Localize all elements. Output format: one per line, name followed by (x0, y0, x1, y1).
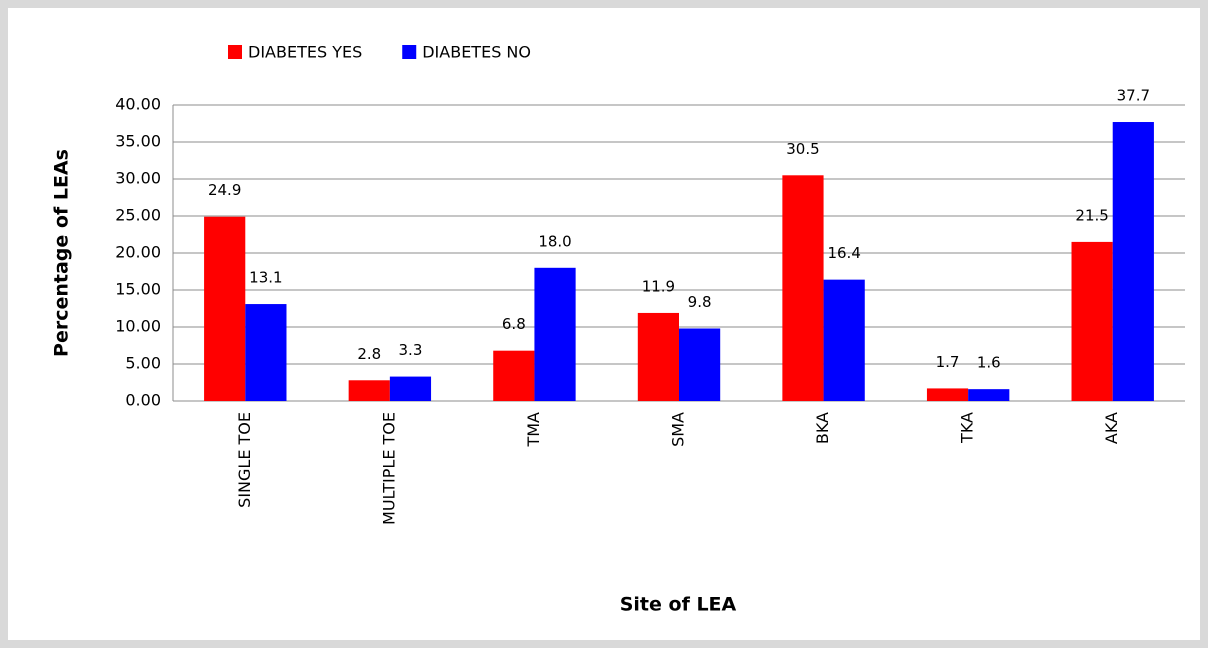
legend-swatch (402, 45, 417, 59)
bar (679, 328, 721, 401)
y-tick-label: 35.00 (115, 132, 161, 151)
x-tick-label: SMA (669, 412, 688, 447)
bar (348, 380, 390, 401)
data-label: 30.5 (786, 140, 819, 158)
data-label: 2.8 (357, 345, 381, 363)
y-tick-label: 40.00 (115, 95, 161, 114)
x-tick-label: SINGLE TOE (235, 412, 254, 508)
y-axis-title: Percentage of LEAs (51, 149, 73, 357)
data-label: 9.8 (688, 293, 712, 311)
data-label: 1.7 (936, 353, 960, 371)
y-tick-label: 15.00 (115, 280, 161, 299)
data-label: 3.3 (399, 341, 423, 359)
data-label: 13.1 (249, 269, 282, 287)
bar (204, 216, 246, 401)
y-tick-label: 25.00 (115, 206, 161, 225)
x-tick-label: MULTIPLE TOE (379, 412, 398, 525)
x-tick-label: BKA (813, 412, 832, 444)
bar (823, 279, 865, 401)
bar (1071, 241, 1113, 401)
y-tick-label: 0.00 (125, 391, 161, 410)
bar (493, 350, 535, 401)
data-label: 16.4 (827, 244, 860, 262)
data-label: 21.5 (1075, 206, 1108, 224)
y-tick-label: 20.00 (115, 243, 161, 262)
chart-panel (8, 8, 1200, 640)
x-tick-label: AKA (1102, 412, 1121, 444)
data-label: 37.7 (1117, 87, 1150, 105)
bar (782, 175, 824, 401)
bar (926, 388, 969, 401)
bar (637, 312, 679, 401)
legend-label: DIABETES YES (248, 43, 362, 62)
y-tick-label: 30.00 (115, 169, 161, 188)
bar (245, 304, 287, 401)
bar (534, 267, 576, 401)
data-label: 24.9 (208, 181, 241, 199)
x-tick-label: TKA (958, 412, 977, 444)
x-tick-label: TMA (524, 412, 543, 448)
legend-swatch (228, 45, 242, 59)
data-label: 6.8 (502, 315, 526, 333)
data-label: 11.9 (642, 277, 675, 295)
y-tick-label: 5.00 (125, 354, 161, 373)
bar (1112, 122, 1154, 402)
data-label: 1.6 (977, 354, 1001, 372)
bar (968, 389, 1010, 401)
bar (389, 376, 432, 401)
data-label: 18.0 (538, 232, 571, 250)
legend-label: DIABETES NO (422, 43, 531, 62)
x-axis-title: Site of LEA (620, 594, 737, 616)
y-tick-label: 10.00 (115, 317, 161, 336)
